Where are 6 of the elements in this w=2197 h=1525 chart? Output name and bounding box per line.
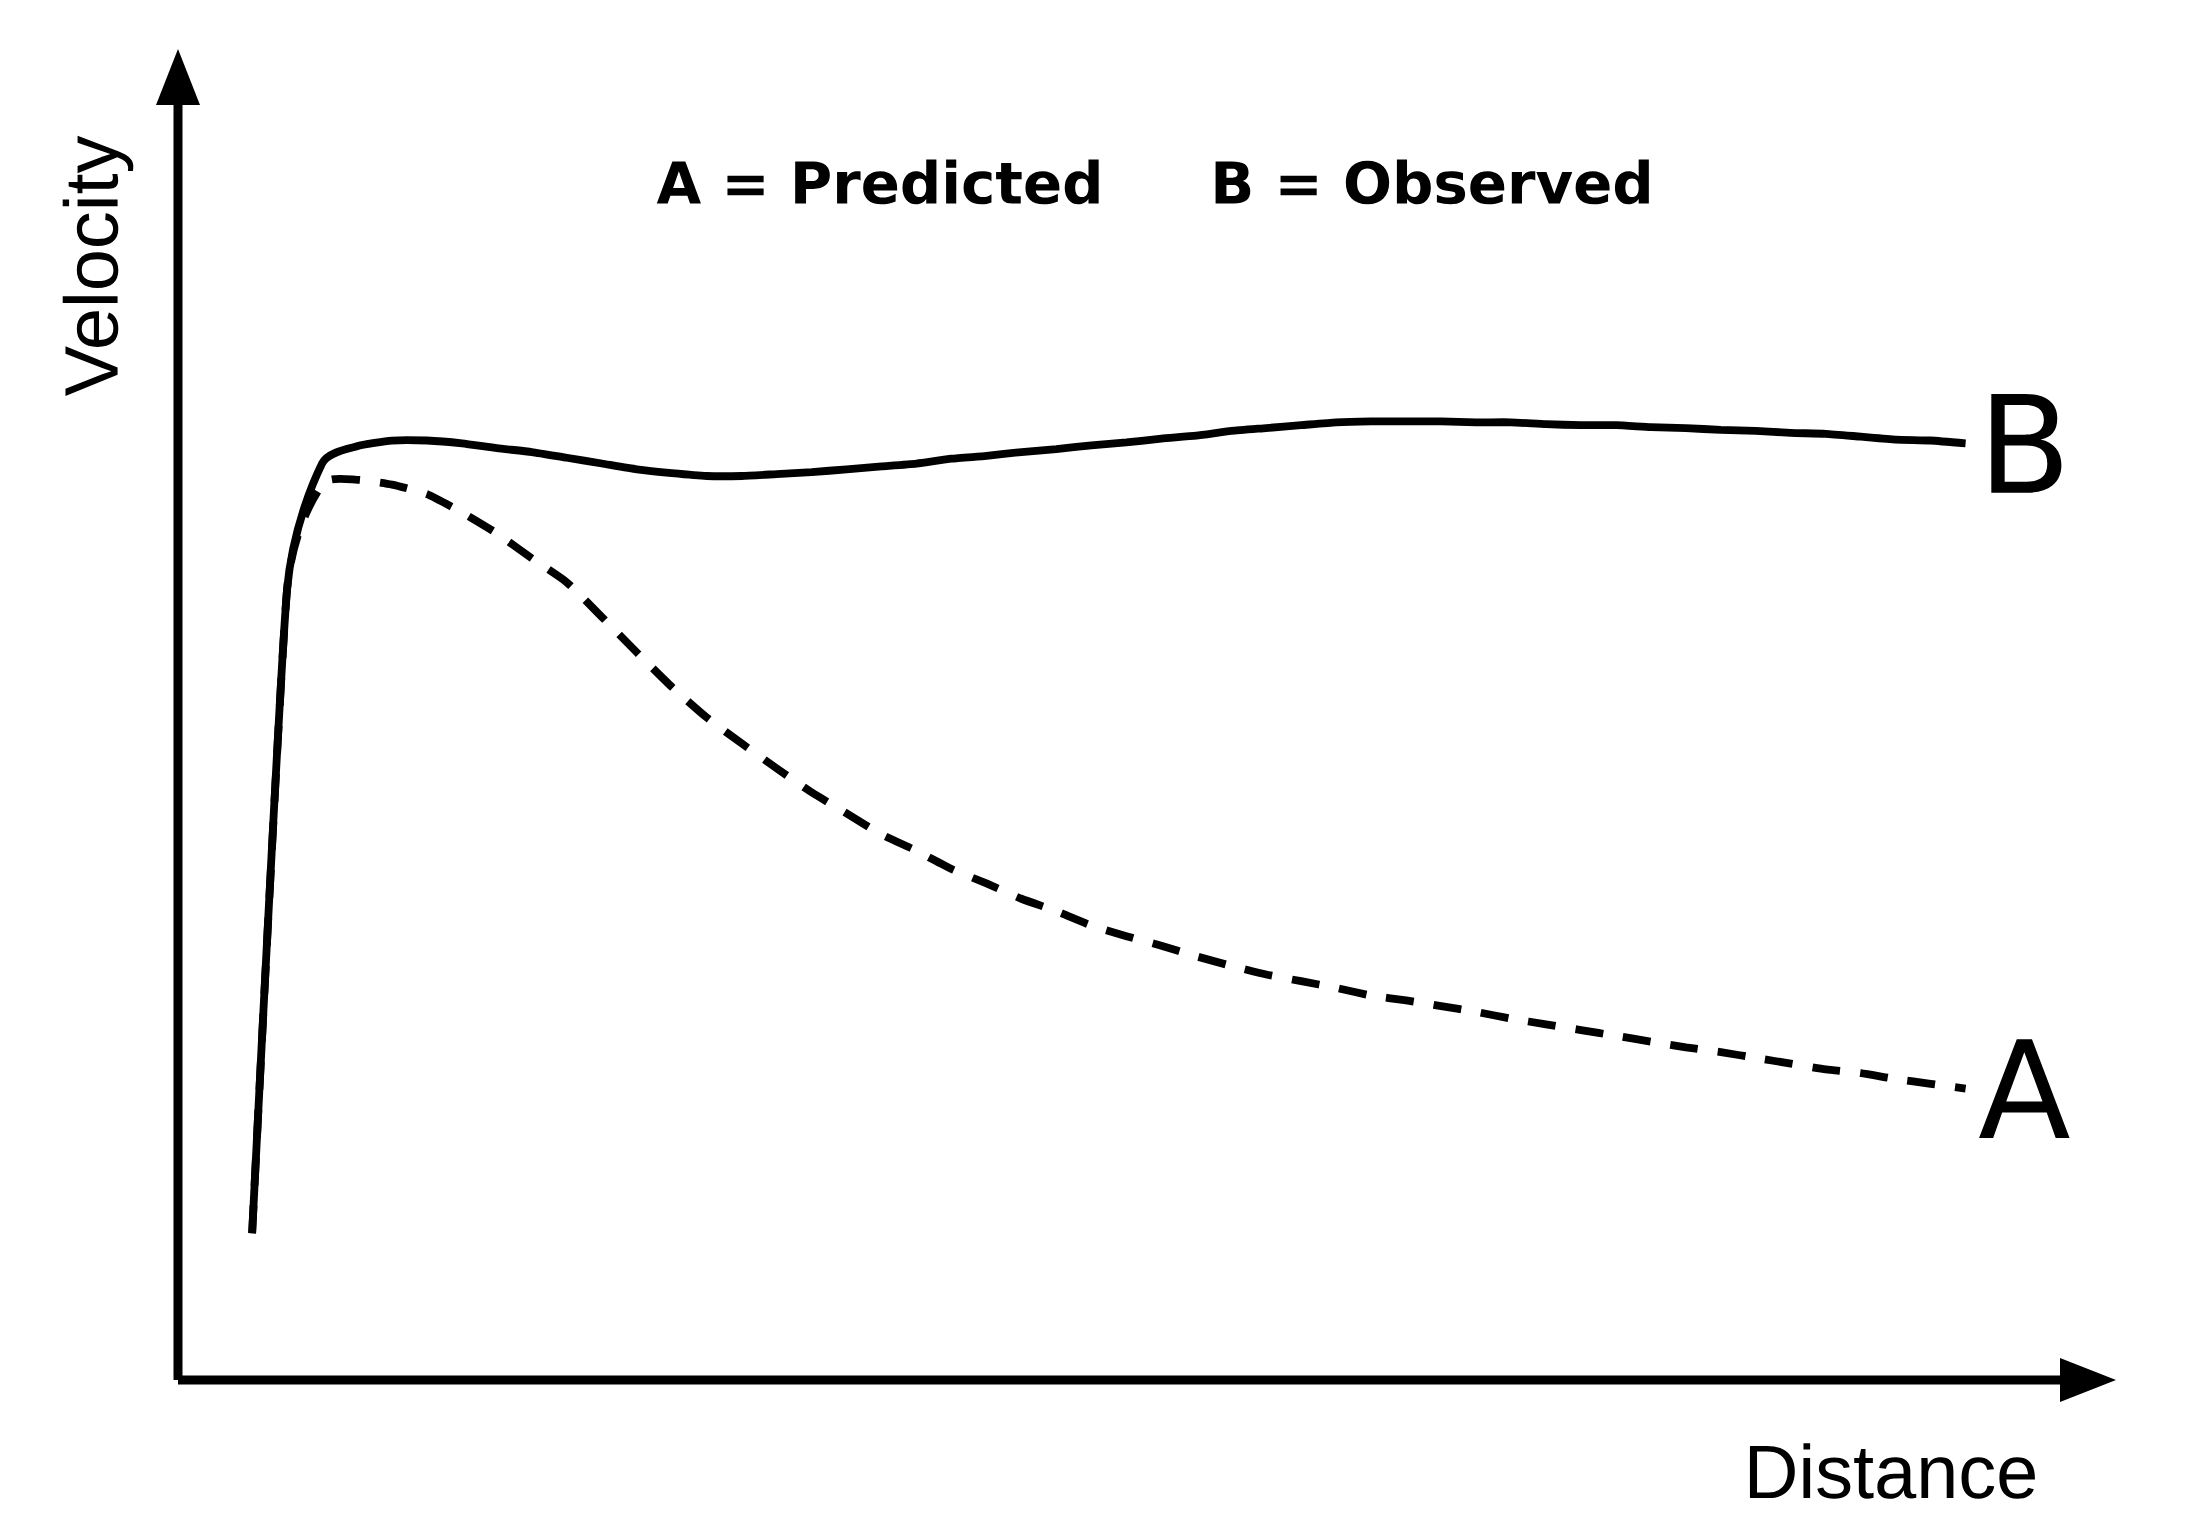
series-label: A [1979,1039,2070,1138]
text: A = Predicted [656,159,1099,205]
x-axis-title: Distance [1749,1443,2035,1499]
y-axis-title: Velocity [62,135,134,397]
text: B = Observed [1215,159,1649,205]
series-label: B [1991,393,2062,493]
